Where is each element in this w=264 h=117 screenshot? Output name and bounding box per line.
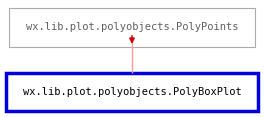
Text: wx.lib.plot.polyobjects.PolyBoxPlot: wx.lib.plot.polyobjects.PolyBoxPlot (23, 87, 241, 97)
Text: wx.lib.plot.polyobjects.PolyPoints: wx.lib.plot.polyobjects.PolyPoints (26, 22, 238, 33)
Bar (6, 73, 258, 111)
Bar (9, 8, 255, 47)
